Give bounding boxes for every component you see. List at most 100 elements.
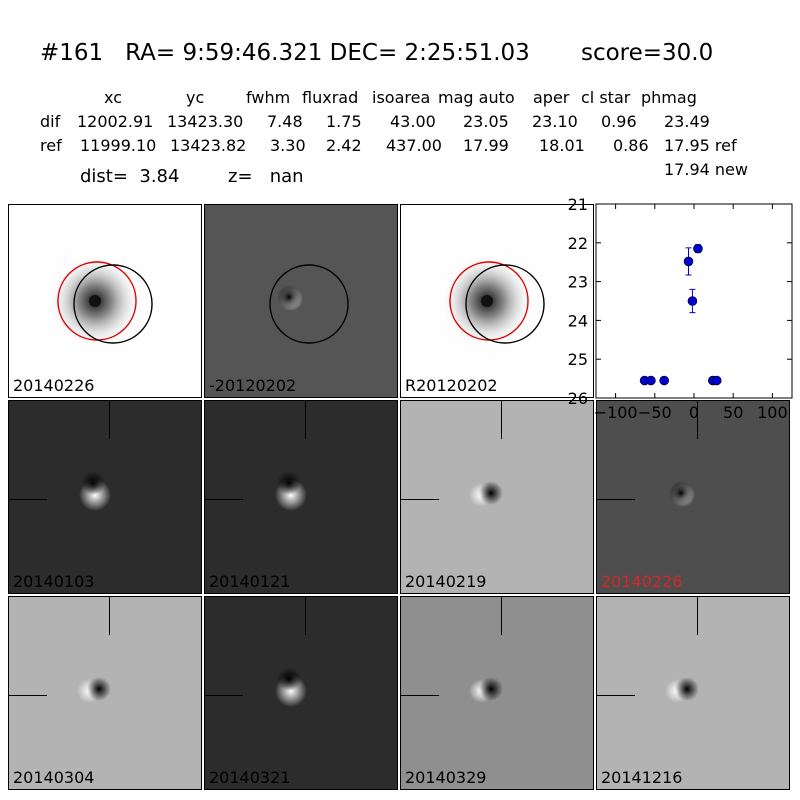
crosshair-tick-horizontal [9,695,47,696]
black-aperture-circle [73,264,153,344]
panel-date-label: 20140321 [209,768,291,787]
crosshair-tick-horizontal [597,695,635,696]
image-panel: 20140304 [8,596,202,790]
crosshair-tick-vertical [109,401,110,439]
image-panel: 20140219 [400,400,594,594]
data-point [683,256,694,267]
data-point [687,296,698,306]
cell-ref-fwhm: 3.30 [270,136,306,155]
cell-dif-fwhm: 7.48 [267,112,303,131]
star-core [89,295,101,307]
image-panel: R20120202 [400,204,594,398]
image-panel: 20140226 [8,204,202,398]
cell-dif-fluxrad: 1.75 [326,112,362,131]
col-header-yc: yc [186,88,205,107]
cell-ref-yc: 13423.82 [170,136,247,155]
crosshair-tick-horizontal [401,695,439,696]
x-tick-label: 100 [757,403,788,422]
panel-date-label: R20120202 [405,376,498,395]
crosshair-tick-horizontal [401,499,439,500]
crosshair-tick-vertical [305,401,306,439]
residual-negative [81,471,105,495]
image-panel: -20120202 [204,204,398,398]
image-panel: 20140321 [204,596,398,790]
crosshair-tick-horizontal [205,695,243,696]
star-core [481,295,493,307]
panel-date-label: 20140226 [601,572,683,591]
cell-ref-fluxrad: 2.42 [326,136,362,155]
col-header-isoarea: isoarea [372,88,431,107]
panel-date-label: 20141216 [601,768,683,787]
residual-negative [277,471,301,495]
y-tick-label: 22 [568,234,588,253]
row-label-ref: ref [40,136,62,155]
cell-ref-cl-star: 0.86 [613,136,649,155]
data-point [659,375,670,386]
residual-negative [277,667,301,691]
data-point [711,375,722,386]
residual-negative [675,677,699,701]
crosshair-tick-horizontal [597,499,635,500]
cell-dif-phmag: 23.49 [664,112,710,131]
x-tick-label: −100 [594,403,638,422]
cell-dif-aper: 23.10 [532,112,578,131]
panel-date-label: 20140219 [405,572,487,591]
image-panel: 20141216 [596,596,790,790]
residual-negative [87,677,111,701]
cell-ref-phmag: 17.95 ref [664,136,737,155]
x-tick-label: −50 [638,403,672,422]
x-tick-label: 50 [723,403,743,422]
crosshair-tick-horizontal [9,499,47,500]
data-point [693,243,703,254]
cell-dif-yc: 13423.30 [167,112,244,131]
cell-ref-xc: 11999.10 [80,136,157,155]
black-aperture-circle [269,264,349,344]
crosshair-tick-vertical [109,597,110,635]
image-panel: 20140226 [596,400,790,594]
y-tick-label: 21 [568,195,588,214]
residual-negative [277,285,301,309]
panel-date-label: 20140121 [209,572,291,591]
panel-date-label: -20120202 [209,376,297,395]
cell-dif-isoarea: 43.00 [390,112,436,131]
cell-ref-isoarea: 437.00 [386,136,442,155]
residual-negative [479,481,503,505]
cell-dif-cl-star: 0.96 [601,112,637,131]
dist-value: dist= 3.84 [80,166,180,187]
crosshair-tick-horizontal [205,499,243,500]
cell-ref-aper: 18.01 [539,136,585,155]
cell-dif-mag-auto: 23.05 [463,112,509,131]
crosshair-tick-vertical [697,401,698,439]
crosshair-tick-vertical [501,597,502,635]
col-header-phmag: phmag [641,88,697,107]
col-header-mag-auto: mag auto [438,88,515,107]
x-tick-label: 0 [689,403,699,422]
panel-date-label: 20140329 [405,768,487,787]
residual-negative [479,677,503,701]
image-panel: 20140329 [400,596,594,790]
z-value: z= nan [228,166,304,187]
col-header-fluxrad: fluxrad [302,88,359,107]
crosshair-tick-vertical [501,401,502,439]
panel-date-label: 20140304 [13,768,95,787]
black-aperture-circle [465,264,545,344]
y-tick-label: 24 [568,311,588,330]
cell-ref-mag-auto: 17.99 [463,136,509,155]
row-label-dif: dif [40,112,61,131]
col-header-aper: aper [533,88,570,107]
panel-date-label: 20140103 [13,572,95,591]
col-header-fwhm: fwhm [246,88,291,107]
col-header-cl-star: cl star [581,88,631,107]
data-point [646,375,656,386]
image-panel: 20140121 [204,400,398,594]
residual-negative [669,481,693,505]
image-panel: 20140103 [8,400,202,594]
col-header-xc: xc [104,88,122,107]
y-tick-label: 26 [568,389,588,408]
y-tick-label: 23 [568,273,588,292]
page-title: #161 RA= 9:59:46.321 DEC= 2:25:51.03 sco… [40,40,714,66]
crosshair-tick-vertical [697,597,698,635]
phmag-new: 17.94 new [664,160,748,179]
crosshair-tick-vertical [305,597,306,635]
